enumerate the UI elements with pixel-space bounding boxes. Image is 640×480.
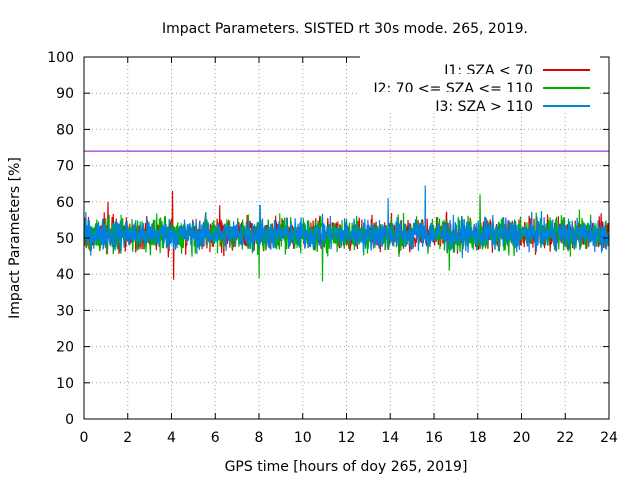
- y-tick-label: 10: [56, 376, 74, 392]
- ticks: 0 2 4 6 8 10 12 14 16 18 20 22 240102030405060708090…: [47, 50, 618, 446]
- y-tick-label: 50: [56, 231, 74, 247]
- x-tick-label: 4: [167, 430, 176, 446]
- y-tick-label: 100: [47, 50, 74, 66]
- y-tick-label: 0: [65, 412, 74, 428]
- legend-entry-background: [360, 56, 600, 74]
- y-axis-label: Impact Parameters [%]: [7, 157, 23, 319]
- y-tick-label: 30: [56, 303, 74, 319]
- legend-label: I3: SZA > 110: [435, 99, 533, 115]
- x-tick-label: 12: [338, 430, 356, 446]
- series-line: [83, 185, 610, 259]
- legend-entry-background: [360, 74, 600, 92]
- y-tick-label: 20: [56, 340, 74, 356]
- x-tick-label: 18: [469, 430, 487, 446]
- x-tick-label: 20: [513, 430, 531, 446]
- x-tick-label: 2: [123, 430, 132, 446]
- y-tick-label: 80: [56, 122, 74, 138]
- legend-entry-background: [360, 92, 600, 110]
- y-tick-label: 40: [56, 267, 74, 283]
- x-tick-label: 16: [425, 430, 443, 446]
- series-layer: [83, 185, 610, 282]
- y-tick-label: 60: [56, 195, 74, 211]
- y-tick-label: 70: [56, 159, 74, 175]
- x-tick-label: 0: [80, 430, 89, 446]
- x-axis-label: GPS time [hours of doy 265, 2019]: [225, 459, 468, 475]
- y-tick-label: 90: [56, 86, 74, 102]
- x-tick-label: 8: [255, 430, 264, 446]
- x-tick-label: 6: [211, 430, 220, 446]
- x-tick-label: 22: [556, 430, 574, 446]
- x-tick-label: 24: [600, 430, 618, 446]
- x-tick-label: 14: [381, 430, 399, 446]
- x-tick-label: 10: [294, 430, 312, 446]
- chart-title: Impact Parameters. SISTED rt 30s mode. 2…: [162, 21, 528, 37]
